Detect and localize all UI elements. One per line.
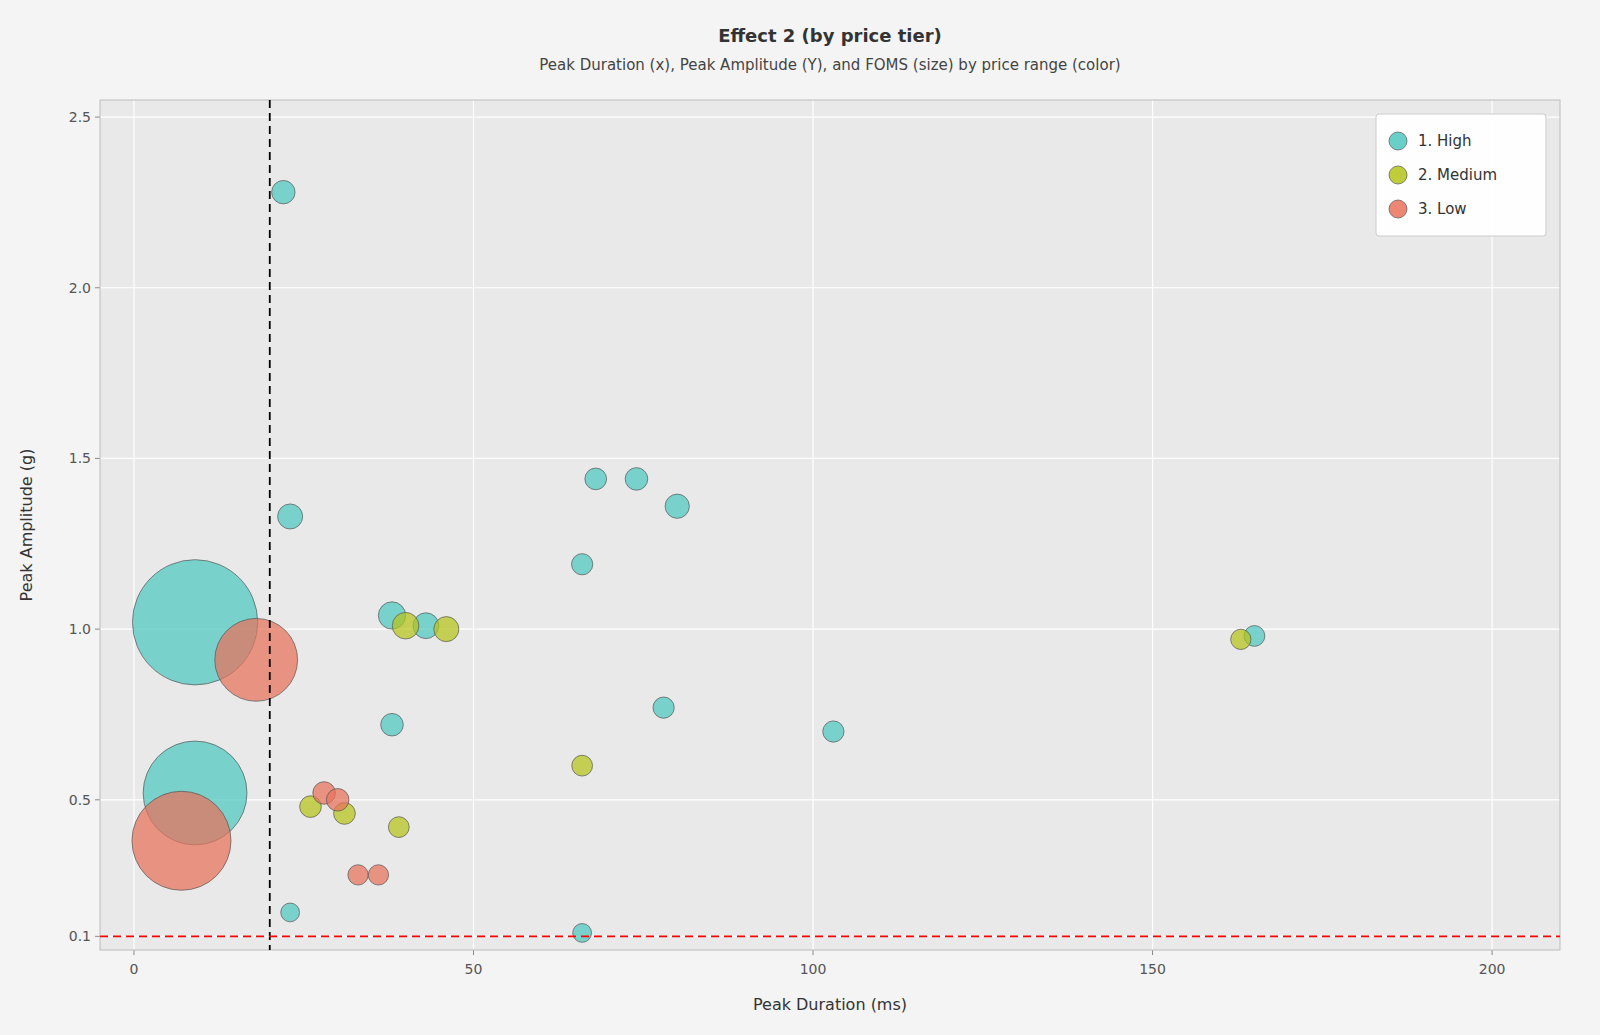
y-tick-label: 1.5: [69, 450, 91, 466]
axes: 0 50 100 150 200 0.1 0.5 1.0 1.5 2.0 2.5: [69, 100, 1560, 977]
bubble: [653, 697, 674, 718]
x-tick-label: 200: [1479, 961, 1506, 977]
y-axis-label: Peak Amplitude (g): [17, 449, 36, 602]
y-tick-label: 0.1: [69, 928, 91, 944]
x-tick-label: 0: [129, 961, 138, 977]
title: Effect 2 (by price tier): [718, 25, 942, 46]
y-tick-label: 1.0: [69, 621, 91, 637]
bubble: [625, 468, 648, 491]
legend-label: 3. Low: [1418, 200, 1467, 218]
bubble: [388, 817, 409, 838]
x-tick-label: 100: [800, 961, 827, 977]
x-tick: [1492, 950, 1493, 955]
x-grid-line: [812, 100, 813, 950]
x-grid-line: [473, 100, 474, 950]
legend-label: 2. Medium: [1418, 166, 1497, 184]
bubble: [434, 617, 459, 642]
x-grid-line: [1152, 100, 1153, 950]
x-tick-label: 150: [1139, 961, 1166, 977]
y-grid-line: [100, 629, 1560, 630]
bubble: [272, 180, 295, 203]
y-tick: [95, 799, 100, 800]
bubble: [281, 903, 300, 922]
y-tick: [95, 287, 100, 288]
x-tick: [813, 950, 814, 955]
bubble: [572, 755, 593, 776]
legend: 1. High 2. Medium 3. Low: [1376, 114, 1546, 236]
y-tick: [95, 117, 100, 118]
y-grid-line: [100, 287, 1560, 288]
bubble: [665, 494, 689, 518]
x-tick: [1152, 950, 1153, 955]
x-tick: [133, 950, 134, 955]
bubble: [278, 504, 303, 529]
x-axis-label: Peak Duration (ms): [753, 995, 907, 1014]
bubble: [368, 865, 388, 885]
x-grid-line: [133, 100, 134, 950]
data: [132, 180, 1265, 942]
reference-line: [269, 100, 271, 950]
bubble: [215, 618, 298, 701]
y-tick-label: 0.5: [69, 792, 91, 808]
series: [300, 612, 1251, 837]
legend-box: [1376, 114, 1546, 236]
y-grid-line: [100, 936, 1560, 937]
reference-line: [100, 935, 1560, 937]
x-tick-label: 50: [465, 961, 483, 977]
legend-marker: [1389, 132, 1407, 150]
legend-label: 1. High: [1418, 132, 1472, 150]
y-tick-label: 2.5: [69, 109, 91, 125]
legend-marker: [1389, 200, 1407, 218]
bubble: [132, 791, 231, 890]
bubble: [326, 789, 349, 812]
plot-area: [100, 100, 1560, 950]
plot-frame: [100, 100, 1560, 950]
bubble: [392, 612, 419, 639]
bubble: [572, 554, 593, 575]
x-tick: [473, 950, 474, 955]
bubble: [823, 721, 844, 742]
y-grid-line: [100, 458, 1560, 459]
y-grid-line: [100, 116, 1560, 117]
reference-lines: [100, 100, 1560, 950]
y-tick-label: 2.0: [69, 280, 91, 296]
bubble: [585, 468, 607, 490]
subtitle: Peak Duration (x), Peak Amplitude (Y), a…: [539, 56, 1120, 74]
bubble: [573, 924, 592, 943]
y-tick: [95, 629, 100, 630]
chart: 0 50 100 150 200 0.1 0.5 1.0 1.5 2.0 2.5 Effect 2 (…: [0, 0, 1600, 1035]
legend-marker: [1389, 166, 1407, 184]
bubble: [1231, 629, 1251, 649]
series: [132, 618, 389, 890]
bubble: [381, 713, 404, 736]
grid: [100, 100, 1560, 950]
y-tick: [95, 936, 100, 937]
series: [132, 180, 1264, 942]
bubble: [348, 865, 368, 885]
y-tick: [95, 458, 100, 459]
